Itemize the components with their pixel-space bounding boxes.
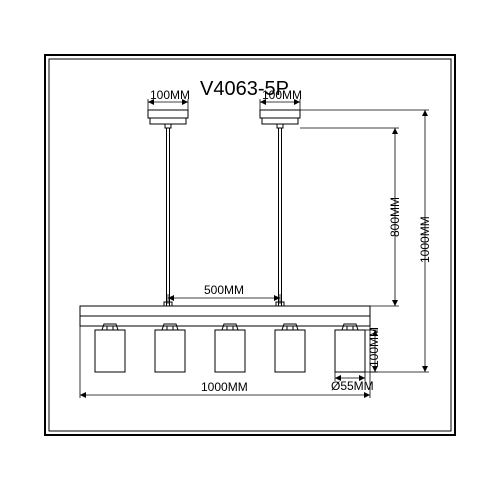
- outer-frame: [45, 55, 455, 435]
- dimension-lines: 500MM 800MM 1000MM 100MM Ø55MM 1000MM: [80, 110, 432, 398]
- svg-text:Ø55MM: Ø55MM: [331, 379, 374, 393]
- crossbar: [80, 306, 370, 326]
- svg-text:1000MM: 1000MM: [201, 380, 248, 394]
- canopy-right: 100MM: [260, 88, 302, 128]
- svg-text:100MM: 100MM: [150, 88, 190, 102]
- svg-text:1000MM: 1000MM: [418, 216, 432, 263]
- svg-text:500MM: 500MM: [204, 283, 244, 297]
- pendant-lights: [95, 324, 365, 372]
- suspension-rods: [164, 128, 284, 306]
- svg-text:100MM: 100MM: [367, 327, 381, 367]
- canopy-left: 100MM: [148, 88, 190, 128]
- svg-text:100MM: 100MM: [262, 88, 302, 102]
- svg-text:800MM: 800MM: [388, 197, 402, 237]
- inner-frame: [49, 59, 451, 431]
